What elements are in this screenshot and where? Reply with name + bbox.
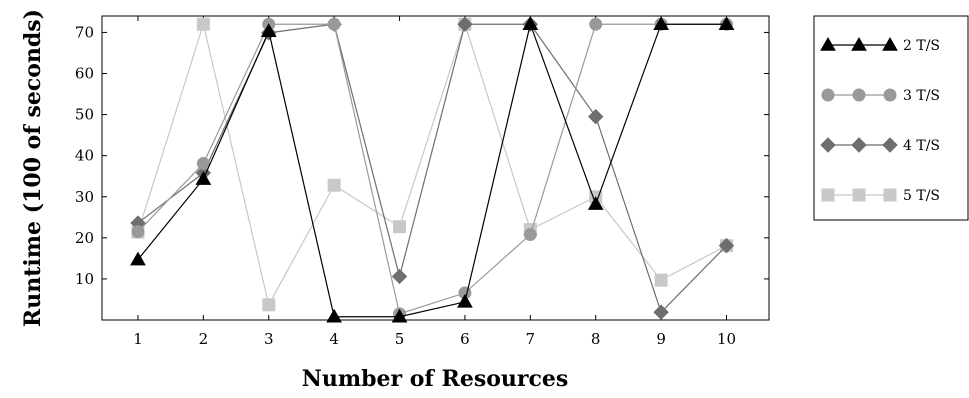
data-point: [196, 156, 210, 170]
legend-label: 3 T/S: [903, 88, 940, 104]
legend-marker: [882, 137, 898, 153]
x-tick-label: 8: [591, 330, 601, 348]
x-tick-label: 3: [264, 330, 274, 348]
x-tick-label: 6: [460, 330, 470, 348]
data-point: [457, 16, 473, 32]
x-tick-label: 7: [526, 330, 536, 348]
data-point: [654, 273, 668, 287]
y-tick-label: 50: [75, 106, 94, 124]
data-point: [196, 17, 210, 31]
legend-marker: [851, 36, 867, 51]
axis-ticks: 1 2 3 4 5 6 7 8 9 10 10 20 30 40 50 60 70: [75, 16, 769, 348]
legend-marker: [820, 137, 836, 153]
legend: 2 T/S 3 T/S 4 T/S 5 T/S: [820, 36, 940, 204]
data-point: [131, 225, 145, 239]
series-line: [137, 23, 727, 314]
legend-label: 4 T/S: [903, 138, 940, 154]
data-point: [327, 178, 341, 192]
data-point: [523, 228, 537, 242]
series-4-t-s: [130, 16, 735, 320]
y-tick-label: 20: [75, 229, 94, 247]
data-point: [393, 220, 407, 234]
y-tick-label: 60: [75, 65, 94, 83]
series-2-t-s: [130, 16, 735, 323]
series-layer: [130, 16, 735, 323]
data-point: [522, 16, 539, 30]
data-point: [653, 16, 669, 30]
data-point: [262, 298, 276, 312]
series-line: [137, 21, 727, 307]
data-point: [195, 171, 212, 185]
legend-marker: [820, 36, 836, 51]
y-tick-label: 10: [75, 270, 94, 288]
y-tick-label: 30: [75, 188, 94, 206]
y-tick-label: 70: [75, 23, 94, 41]
legend-label: 2 T/S: [903, 38, 940, 54]
legend-marker: [852, 88, 866, 102]
legend-entry: 3 T/S: [821, 88, 940, 104]
plot-area-frame: [101, 15, 770, 321]
data-point: [653, 304, 669, 320]
data-point: [587, 196, 604, 210]
legend-marker: [883, 88, 897, 102]
x-tick-label: 10: [717, 330, 736, 348]
x-tick-label: 4: [329, 330, 339, 348]
data-point: [326, 308, 343, 323]
data-point: [391, 308, 408, 323]
legend-entry: 5 T/S: [821, 188, 940, 204]
data-point: [391, 268, 408, 285]
data-point: [130, 251, 146, 266]
x-axis-title: Number of Resources: [302, 366, 569, 392]
data-point: [457, 293, 473, 308]
legend-marker: [821, 88, 835, 102]
legend-entry: 2 T/S: [820, 36, 940, 54]
legend-marker: [821, 188, 835, 202]
legend-marker: [882, 36, 898, 51]
x-tick-label: 5: [395, 330, 405, 348]
y-axis-title: Runtime (100 of seconds): [20, 9, 46, 327]
series-line: [137, 23, 727, 315]
x-tick-label: 9: [656, 330, 666, 348]
x-tick-label: 2: [199, 330, 209, 348]
series-line: [137, 22, 727, 318]
legend-label: 5 T/S: [903, 188, 940, 204]
legend-entry: 4 T/S: [820, 137, 940, 154]
data-point: [327, 17, 341, 31]
y-tick-label: 40: [75, 147, 94, 165]
legend-marker: [852, 188, 866, 202]
legend-marker: [851, 137, 867, 153]
series-3-t-s: [131, 17, 733, 321]
data-point: [718, 16, 735, 30]
data-point: [588, 108, 604, 125]
data-point: [589, 17, 603, 31]
data-point: [718, 237, 735, 254]
x-tick-label: 1: [133, 330, 143, 348]
data-point: [260, 23, 277, 37]
series-5-t-s: [131, 17, 733, 312]
legend-marker: [883, 188, 897, 202]
